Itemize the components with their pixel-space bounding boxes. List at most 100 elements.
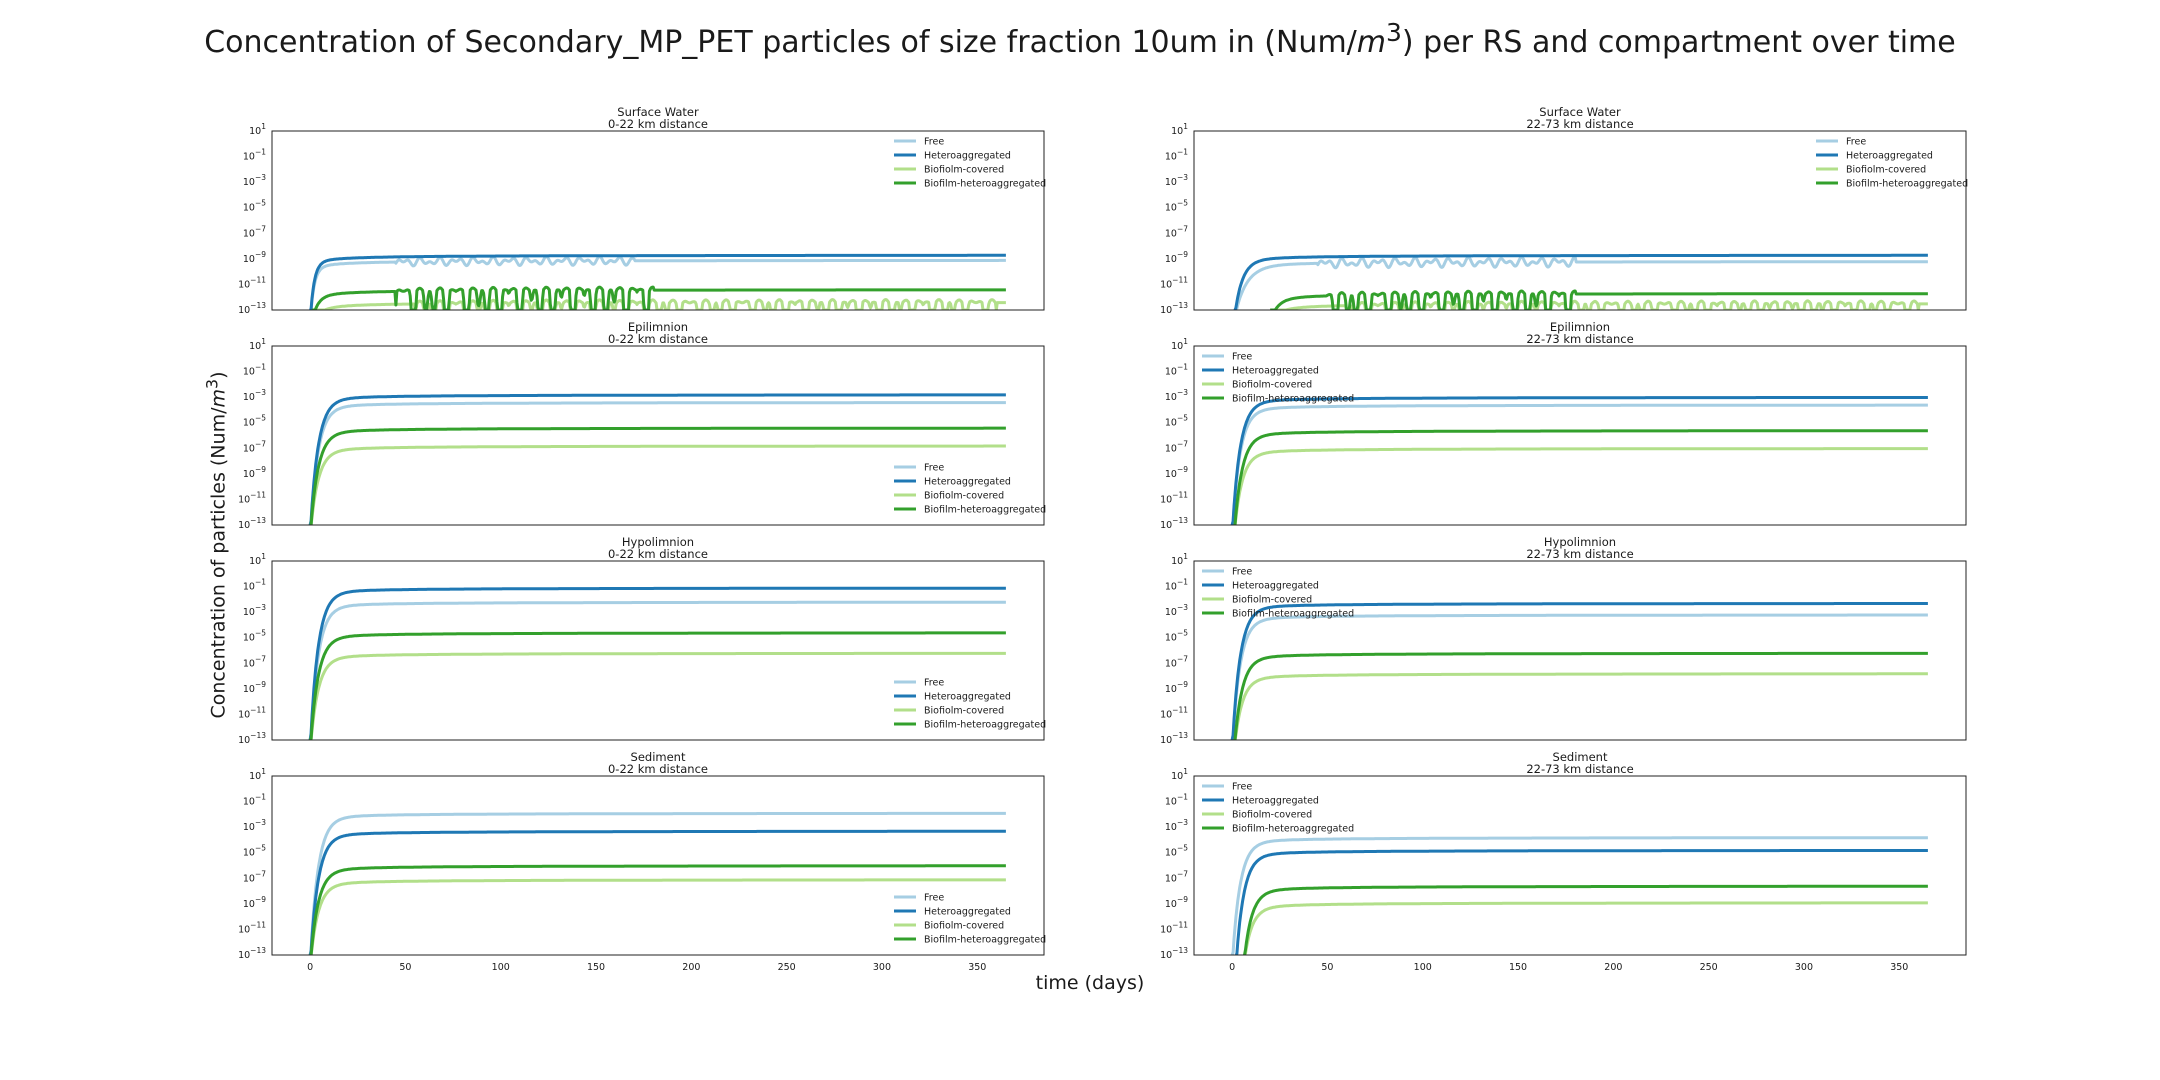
x-tick-label: 0 bbox=[307, 962, 313, 973]
panel-subtitle: 0-22 km distance bbox=[608, 547, 708, 561]
series-line-biofiolm-covered bbox=[1269, 299, 1929, 310]
y-tick-label: 10−9 bbox=[1165, 680, 1188, 695]
series-line-biofilm-heteroaggregated bbox=[309, 864, 1007, 955]
x-tick-label: 250 bbox=[1700, 962, 1718, 973]
series-line-heteroaggregated bbox=[308, 586, 1007, 740]
legend-label: Biofiolm-covered bbox=[1846, 165, 1926, 176]
series-line-heteroaggregated bbox=[1230, 602, 1929, 740]
plot-frame bbox=[271, 560, 1045, 741]
y-tick-label: 10−5 bbox=[1165, 414, 1188, 429]
series-line-biofiolm-covered bbox=[1243, 901, 1929, 955]
legend: Free Heteroaggregated Biofiolm-covered Biof… bbox=[1202, 782, 1354, 835]
series-line-biofilm-heteroaggregated bbox=[311, 285, 1007, 310]
y-tick-label: 10−1 bbox=[1165, 148, 1188, 163]
series-line-heteroaggregated bbox=[1233, 253, 1929, 310]
plot-frame bbox=[271, 130, 1045, 311]
series-lines bbox=[1230, 836, 1929, 955]
series-line-free bbox=[1230, 613, 1929, 740]
legend-label: Free bbox=[924, 678, 944, 689]
y-tick-label: 10−1 bbox=[243, 578, 266, 593]
legend-label: Biofilm-heteroaggregated bbox=[924, 935, 1046, 946]
y-tick-label: 10−1 bbox=[243, 793, 266, 808]
legend-label: Heteroaggregated bbox=[1232, 366, 1319, 377]
y-tick-label: 101 bbox=[249, 337, 266, 352]
y-tick-label: 10−3 bbox=[243, 388, 266, 403]
y-tick-label: 10−9 bbox=[1165, 895, 1188, 910]
panel-subtitle: 0-22 km distance bbox=[608, 117, 708, 131]
y-tick-label: 10−3 bbox=[243, 173, 266, 188]
y-tick-label: 10−3 bbox=[1165, 603, 1188, 618]
x-axis-label: time (days) bbox=[1035, 972, 1145, 994]
panel-subtitle: 22-73 km distance bbox=[1526, 547, 1633, 561]
y-tick-label: 10−7 bbox=[243, 869, 266, 884]
panel-title: Epilimnion bbox=[1550, 320, 1610, 334]
y-tick-label: 10−13 bbox=[1160, 731, 1188, 746]
x-tick-label: 50 bbox=[399, 962, 411, 973]
legend: Free Heteroaggregated Biofiolm-covered Biof… bbox=[894, 137, 1046, 190]
legend-label: Biofiolm-covered bbox=[1232, 810, 1312, 821]
plot-frame bbox=[1193, 560, 1967, 741]
y-tick-label: 10−13 bbox=[238, 516, 266, 531]
panel-title: Hypolimnion bbox=[1544, 535, 1616, 549]
y-tick-label: 10−9 bbox=[1165, 465, 1188, 480]
x-tick-label: 200 bbox=[1604, 962, 1622, 973]
y-tick-label: 10−5 bbox=[243, 199, 266, 214]
series-line-biofiolm-covered bbox=[1233, 447, 1929, 525]
legend: Free Heteroaggregated Biofiolm-covered Biof… bbox=[1202, 567, 1354, 620]
y-tick-label: 10−1 bbox=[243, 148, 266, 163]
x-tick-label: 250 bbox=[778, 962, 796, 973]
series-line-heteroaggregated bbox=[308, 393, 1007, 525]
series-lines bbox=[308, 811, 1007, 955]
series-line-free bbox=[1233, 255, 1929, 310]
panel-title: Epilimnion bbox=[628, 320, 688, 334]
y-tick-label: 10−1 bbox=[1165, 578, 1188, 593]
legend: Free Heteroaggregated Biofiolm-covered Biof… bbox=[894, 678, 1046, 731]
y-tick-label: 10−11 bbox=[1160, 275, 1188, 290]
y-tick-label: 10−3 bbox=[243, 818, 266, 833]
y-tick-label: 10−11 bbox=[238, 920, 266, 935]
plot-frame bbox=[271, 775, 1045, 956]
y-tick-label: 10−5 bbox=[243, 844, 266, 859]
legend-label: Biofiolm-covered bbox=[924, 921, 1004, 932]
legend-label: Free bbox=[1846, 137, 1866, 148]
y-tick-label: 10−13 bbox=[1160, 301, 1188, 316]
series-line-free bbox=[1230, 403, 1929, 525]
panel-title: Surface Water bbox=[617, 105, 699, 119]
legend-label: Heteroaggregated bbox=[924, 477, 1011, 488]
series-line-biofilm-heteroaggregated bbox=[308, 631, 1007, 740]
series-line-biofilm-heteroaggregated bbox=[1243, 884, 1929, 955]
legend-label: Biofilm-heteroaggregated bbox=[924, 505, 1046, 516]
legend: Free Heteroaggregated Biofiolm-covered Biof… bbox=[1816, 137, 1968, 190]
legend-label: Heteroaggregated bbox=[1232, 581, 1319, 592]
y-tick-label: 10−11 bbox=[238, 705, 266, 720]
legend-label: Heteroaggregated bbox=[1232, 796, 1319, 807]
panel-title: Hypolimnion bbox=[622, 535, 694, 549]
y-tick-label: 10−3 bbox=[1165, 388, 1188, 403]
x-tick-label: 200 bbox=[682, 962, 700, 973]
panel-title: Surface Water bbox=[1539, 105, 1621, 119]
x-tick-label: 350 bbox=[968, 962, 986, 973]
panel-subtitle: 22-73 km distance bbox=[1526, 762, 1633, 776]
x-tick-label: 350 bbox=[1890, 962, 1908, 973]
legend-label: Free bbox=[1232, 567, 1252, 578]
panel-subtitle: 0-22 km distance bbox=[608, 332, 708, 346]
panel-subtitle: 22-73 km distance bbox=[1526, 117, 1633, 131]
series-lines bbox=[308, 586, 1007, 740]
series-line-heteroaggregated bbox=[309, 253, 1007, 310]
legend-label: Free bbox=[924, 137, 944, 148]
y-tick-label: 10−9 bbox=[243, 895, 266, 910]
series-lines bbox=[308, 393, 1007, 525]
y-tick-label: 101 bbox=[1171, 122, 1188, 137]
legend: Free Heteroaggregated Biofiolm-covered Biof… bbox=[894, 893, 1046, 946]
legend-label: Biofiolm-covered bbox=[924, 706, 1004, 717]
x-tick-label: 100 bbox=[1414, 962, 1432, 973]
series-line-free bbox=[308, 401, 1007, 525]
